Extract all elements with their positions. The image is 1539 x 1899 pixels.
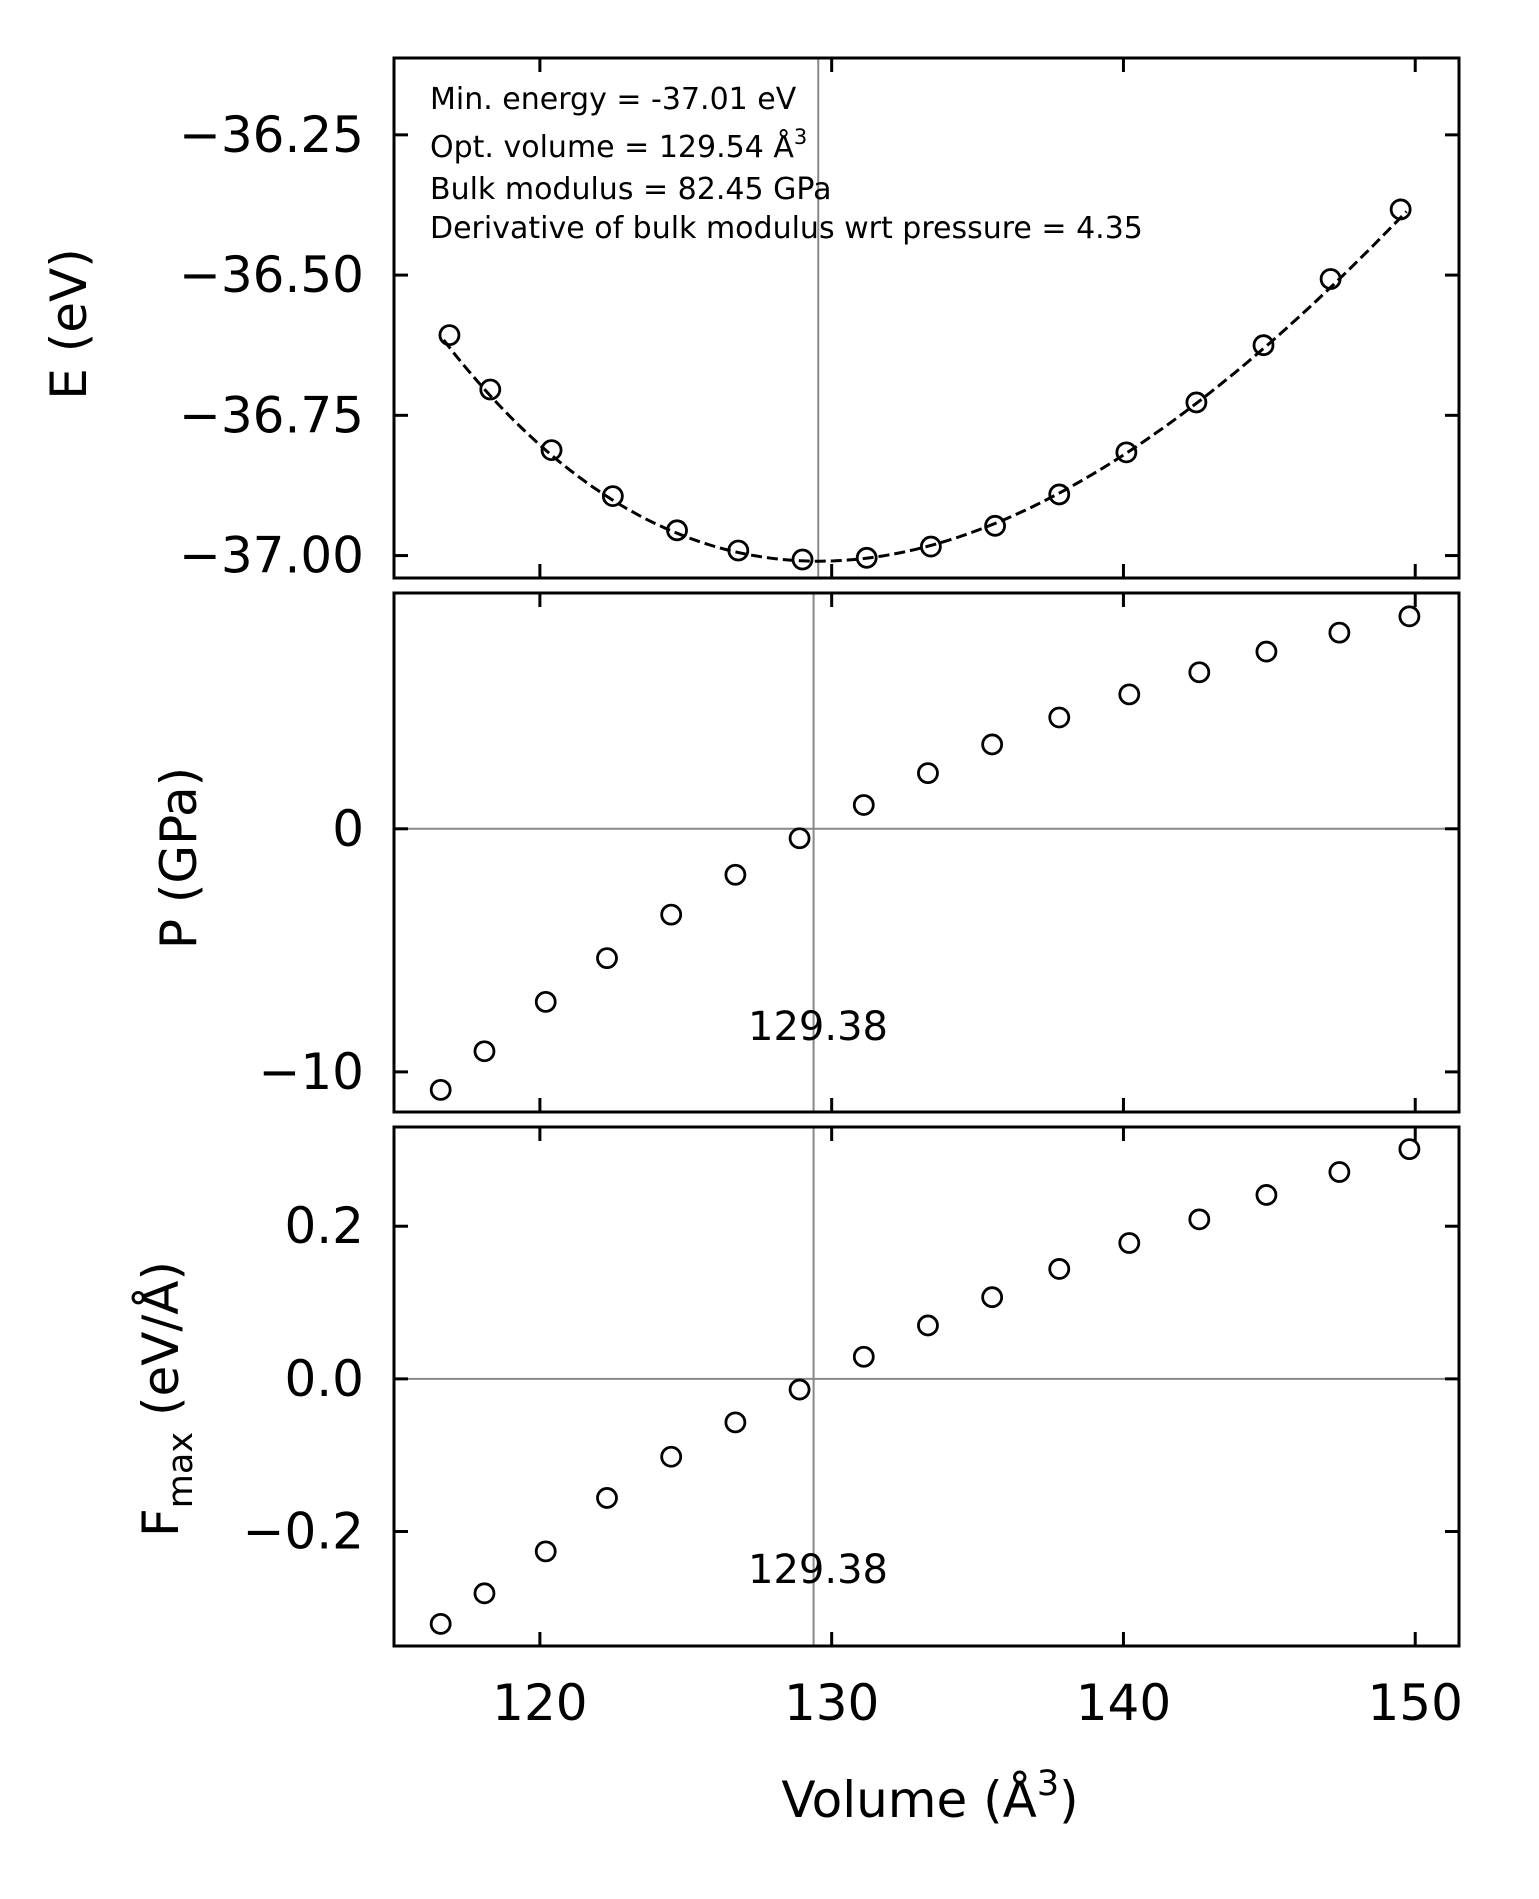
opt-volume-superscript: 3: [794, 125, 807, 149]
data-point: [724, 1411, 747, 1434]
pressure-y-axis-label: P (GPa): [150, 767, 208, 949]
bulk-modulus-derivative-annotation: Derivative of bulk modulus wrt pressure …: [430, 211, 1143, 246]
data-point: [1118, 1232, 1141, 1254]
data-point: [852, 1345, 875, 1368]
eos-fit-line: [442, 210, 1408, 563]
data-point: [1048, 1258, 1071, 1280]
energy-data-points: [438, 198, 1412, 571]
data-point: [788, 827, 811, 850]
data-point: [479, 378, 502, 401]
data-point: [919, 535, 942, 558]
x-tick-label: 140: [1076, 1674, 1171, 1732]
data-point: [601, 485, 624, 508]
data-point: [1048, 706, 1071, 729]
data-point: [1319, 268, 1342, 290]
energy-fit-curve: [442, 210, 1408, 563]
x-axis-label-superscript: 3: [1037, 1764, 1059, 1804]
x-tick-label: 120: [492, 1674, 587, 1732]
min-energy-annotation: Min. energy = -37.01 eV: [430, 82, 797, 117]
x-tick-label: 150: [1368, 1674, 1463, 1732]
force-ylabel-subscript: max: [161, 1432, 201, 1508]
data-point: [981, 733, 1004, 756]
force-ylabel-unit: (eV/Å): [132, 1261, 190, 1432]
data-point: [1115, 441, 1138, 464]
force-ylabel-main: F: [132, 1508, 190, 1537]
y-tick-label: −0.2: [243, 1503, 364, 1561]
y-tick-label: 0.0: [284, 1350, 364, 1408]
data-point: [1188, 661, 1211, 684]
y-tick-label: −10: [258, 1043, 364, 1101]
energy-fit-annotations: Min. energy = -37.01 eV Opt. volume = 12…: [430, 82, 1143, 246]
data-point: [660, 903, 683, 926]
x-tick-label: 130: [784, 1674, 879, 1732]
data-point: [438, 324, 461, 347]
y-tick-label: −36.75: [179, 386, 364, 444]
force-y-axis-label: Fmax (eV/Å): [132, 1261, 201, 1537]
data-point: [473, 1040, 496, 1063]
x-axis-label: Volume (Å3): [781, 1764, 1078, 1829]
data-point: [1389, 198, 1412, 221]
data-point: [1328, 1161, 1351, 1183]
pressure-panel: −10 0 129.38 P (GPa): [150, 591, 1461, 1114]
pressure-reference-lines: [394, 593, 1459, 1112]
force-data-points: [429, 1138, 1421, 1635]
data-point: [429, 1612, 452, 1635]
energy-axes-frame: [392, 56, 1461, 580]
data-point: [1328, 621, 1351, 644]
data-point: [534, 990, 557, 1013]
pressure-zero-crossing-label: 129.38: [748, 1004, 888, 1050]
data-point: [917, 762, 939, 785]
data-point: [1255, 1184, 1278, 1206]
opt-volume-annotation: Opt. volume = 129.54 Å3: [430, 125, 807, 165]
x-axis-label-text: Volume (Å: [781, 1771, 1037, 1829]
data-point: [788, 1378, 811, 1401]
opt-volume-text: Opt. volume = 129.54 Å: [430, 129, 794, 165]
bulk-modulus-annotation: Bulk modulus = 82.45 GPa: [430, 172, 831, 207]
data-point: [1398, 1138, 1421, 1161]
data-point: [727, 539, 750, 562]
data-point: [540, 439, 563, 462]
data-point: [666, 519, 688, 542]
pressure-data-points: [429, 605, 1421, 1101]
data-point: [429, 1078, 452, 1101]
pressure-axis-ticks: −10 0: [258, 593, 1459, 1112]
data-point: [724, 863, 747, 886]
force-zero-crossing-label: 129.38: [748, 1547, 888, 1593]
force-panel: −0.20.00.2 129.38 Fmax (eV/Å) 120 130 140 1…: [132, 1125, 1463, 1829]
data-point: [852, 794, 875, 816]
data-point: [1252, 334, 1275, 357]
data-point: [534, 1540, 557, 1563]
pressure-axes-frame: [392, 591, 1461, 1114]
x-axis-label-close: ): [1059, 1771, 1079, 1829]
data-point: [1048, 483, 1071, 506]
force-axis-ticks: −0.2 0.0 0.2: [243, 1127, 1459, 1646]
y-tick-label: −36.50: [179, 246, 364, 304]
force-axes-frame: [392, 1125, 1461, 1648]
data-point: [855, 546, 878, 569]
data-point: [473, 1582, 496, 1605]
data-point: [1255, 640, 1278, 663]
data-point: [917, 1314, 939, 1337]
data-point: [984, 514, 1006, 537]
data-point: [1398, 605, 1421, 628]
data-point: [1185, 391, 1208, 414]
y-tick-label: 0.2: [284, 1197, 364, 1255]
data-point: [791, 548, 814, 571]
data-point: [596, 947, 618, 970]
y-tick-label: −36.25: [179, 106, 364, 164]
data-point: [1118, 683, 1141, 706]
energy-panel: −37.00 −36.75 −36.50 −36.25 E (eV) Min. ene…: [40, 56, 1461, 585]
data-point: [981, 1286, 1004, 1309]
data-point: [660, 1445, 683, 1468]
x-axis-tick-labels: 120 130 140 150: [492, 1674, 1463, 1732]
energy-axis-ticks: −37.00 −36.75 −36.50 −36.25: [179, 58, 1459, 585]
data-point: [1188, 1208, 1211, 1231]
y-tick-label: 0: [332, 800, 364, 858]
data-point: [596, 1487, 618, 1509]
energy-y-axis-label: E (eV): [40, 248, 98, 399]
force-reference-lines: [394, 1127, 1459, 1646]
y-tick-label: −37.00: [179, 527, 364, 585]
